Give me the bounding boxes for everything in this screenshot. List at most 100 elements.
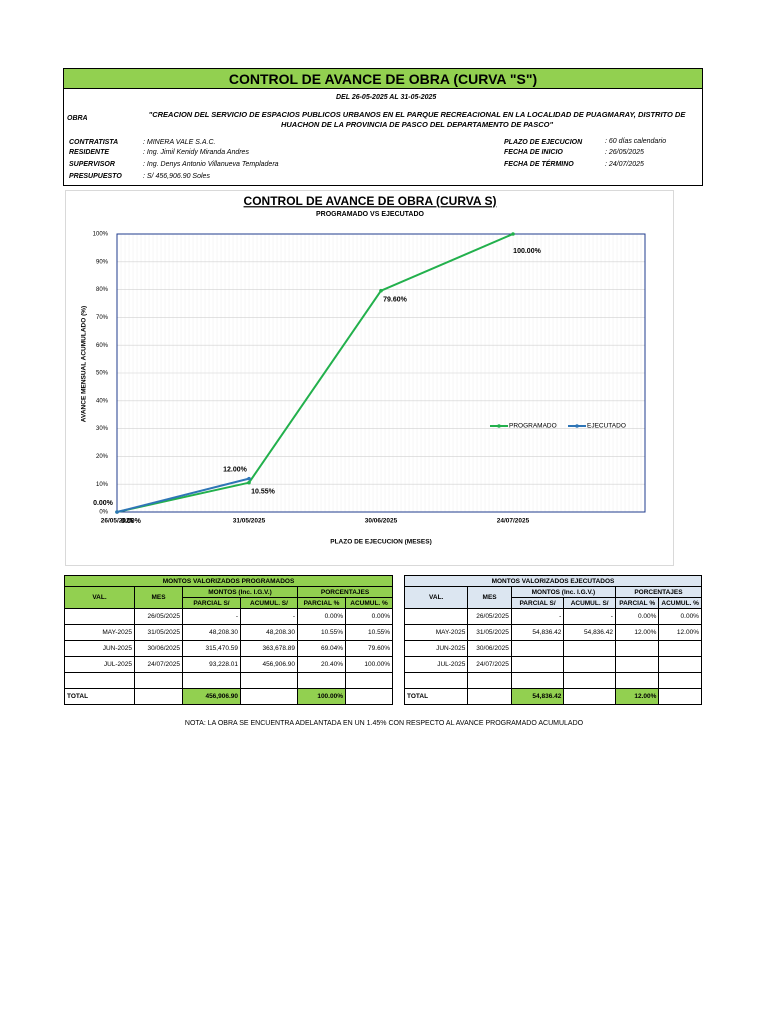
table-row: JUN-2025 30/06/2025 xyxy=(403,640,702,657)
table-cell: 31/05/2025 xyxy=(467,624,512,641)
table-cell xyxy=(658,656,702,673)
table-cell xyxy=(510,640,565,657)
table-cell: - xyxy=(240,608,298,625)
table-cell: 69.04% xyxy=(297,640,346,657)
column-header: MES xyxy=(467,586,512,609)
period: DEL 26-05-2025 AL 31-05-2025 xyxy=(336,94,437,101)
column-header: VAL. xyxy=(64,586,135,609)
data-label: 100.00% xyxy=(513,248,541,255)
table-row: VAL. MES MONTOS (Inc. I.G.V.) PORCENTAJES xyxy=(403,586,702,609)
table-cell: 10.55% xyxy=(344,624,394,641)
table-cell: 93,228.01 xyxy=(182,656,241,673)
field-value: : 60 días calendario xyxy=(605,138,667,145)
column-subheader: PARCIAL % xyxy=(614,597,660,609)
table-cell: JUL-2025 xyxy=(64,656,135,673)
table-cell: 12.00% xyxy=(658,624,702,641)
table-cell: 54,836.42 xyxy=(510,624,565,641)
table-cell: 0.00% xyxy=(658,608,702,625)
table-cell xyxy=(614,656,660,673)
data-label: 10.55% xyxy=(251,489,276,496)
field-label: PRESUPUESTO xyxy=(69,173,122,180)
table-cell: 100.00% xyxy=(344,656,394,673)
field-label: PLAZO DE EJECUCION xyxy=(504,139,583,146)
column-header: PORCENTAJES xyxy=(614,586,702,598)
table-cell: MAY-2025 xyxy=(403,624,469,641)
total-cell: 54,836.42 xyxy=(510,688,565,705)
column-subheader: ACUMUL. S/ xyxy=(240,597,298,609)
field-value: : S/ 456,906.90 Soles xyxy=(143,173,210,180)
table-cell: - xyxy=(510,608,565,625)
table-cell xyxy=(182,672,241,689)
table-cell: 315,470.59 xyxy=(182,640,241,657)
table-cell xyxy=(658,672,702,689)
table-cell xyxy=(403,672,469,689)
table-row: JUN-2025 30/06/2025 315,470.59 363,678.89 69… xyxy=(64,640,394,657)
legend-label: EJECUTADO xyxy=(587,423,626,430)
series-point xyxy=(379,288,383,293)
total-cell xyxy=(134,688,183,705)
total-cell: 12.00% xyxy=(614,688,660,705)
field-label: CONTRATISTA xyxy=(69,139,119,146)
y-tick-label: 30% xyxy=(96,426,109,432)
table-cell xyxy=(563,672,616,689)
y-tick-label: 90% xyxy=(96,259,109,265)
column-subheader: PARCIAL S/ xyxy=(182,597,241,609)
series-point xyxy=(247,480,251,485)
table-row: MAY-2025 31/05/2025 54,836.42 54,836.42 12.0… xyxy=(403,624,702,641)
table-cell xyxy=(403,608,469,625)
table-row: TOTAL 54,836.42 12.00% xyxy=(403,688,702,705)
table-cell: JUN-2025 xyxy=(403,640,469,657)
table-cell xyxy=(563,656,616,673)
legend-label: PROGRAMADO xyxy=(509,423,557,430)
total-cell: 456,906.90 xyxy=(182,688,241,705)
field-value: : Ing. Denys Antonio Villanueva Templade… xyxy=(143,161,279,168)
table-row: 26/05/2025- -0.00% 0.00% xyxy=(64,608,394,625)
table-row: VAL. MES MONTOS (Inc. I.G.V.) PORCENTAJES xyxy=(64,586,394,609)
chart-frame xyxy=(65,190,674,566)
table-row xyxy=(64,672,394,689)
table-row: TOTAL 456,906.90 100.00% xyxy=(64,688,394,705)
legend-marker xyxy=(497,424,501,428)
table-cell: 31/05/2025 xyxy=(134,624,183,641)
table-cell xyxy=(467,672,512,689)
total-cell: 100.00% xyxy=(297,688,346,705)
chart-title: CONTROL DE AVANCE DE OBRA (CURVA S) xyxy=(244,194,497,208)
table-cell: 24/07/2025 xyxy=(134,656,183,673)
table-cell: 10.55% xyxy=(297,624,346,641)
obra-label: OBRA xyxy=(67,115,88,122)
table-cell: 0.00% xyxy=(344,608,394,625)
total-cell xyxy=(467,688,512,705)
table-cell: 26/05/2025 xyxy=(467,608,512,625)
y-tick-label: 80% xyxy=(96,287,109,293)
table-row: JUL-2025 24/07/2025 93,228.01 456,906.90 20.… xyxy=(64,656,394,673)
column-subheader: ACUMUL. % xyxy=(658,597,702,609)
table-cell: 30/06/2025 xyxy=(467,640,512,657)
header-box: CONTROL DE AVANCE DE OBRA (CURVA "S") DE… xyxy=(63,68,703,186)
column-subheader: ACUMUL. % xyxy=(344,597,394,609)
table-row xyxy=(403,672,702,689)
legend-marker xyxy=(575,424,579,428)
table-cell: JUN-2025 xyxy=(64,640,135,657)
table-row: MONTOS VALORIZADOS PROGRAMADOS xyxy=(63,575,394,587)
chart-subtitle: PROGRAMADO VS EJECUTADO xyxy=(316,211,425,218)
data-label: 79.60% xyxy=(383,297,408,304)
note: NOTA: LA OBRA SE ENCUENTRA ADELANTADA EN… xyxy=(184,720,584,727)
table-cell: 24/07/2025 xyxy=(467,656,512,673)
table-cell xyxy=(614,640,660,657)
table-title: MONTOS VALORIZADOS PROGRAMADOS xyxy=(63,575,394,587)
field-label: SUPERVISOR xyxy=(69,161,115,168)
x-tick-label: 31/05/2025 xyxy=(233,518,266,525)
series-line xyxy=(116,477,250,513)
total-cell xyxy=(240,688,298,705)
x-tick-label: 26/05/2025 xyxy=(101,518,134,525)
y-tick-label: 60% xyxy=(96,343,109,349)
table-cell: - xyxy=(182,608,241,625)
column-header: MONTOS (Inc. I.G.V.) xyxy=(510,586,616,598)
total-cell xyxy=(658,688,702,705)
table-row: PARCIAL S/ACUMUL. S/PARCIAL % ACUMUL. % xyxy=(65,597,394,609)
data-label: 12.00% xyxy=(223,466,248,473)
table-cell: 0.00% xyxy=(297,608,346,625)
table-cell xyxy=(658,640,702,657)
y-tick-label: 20% xyxy=(96,454,109,460)
total-cell xyxy=(563,688,616,705)
